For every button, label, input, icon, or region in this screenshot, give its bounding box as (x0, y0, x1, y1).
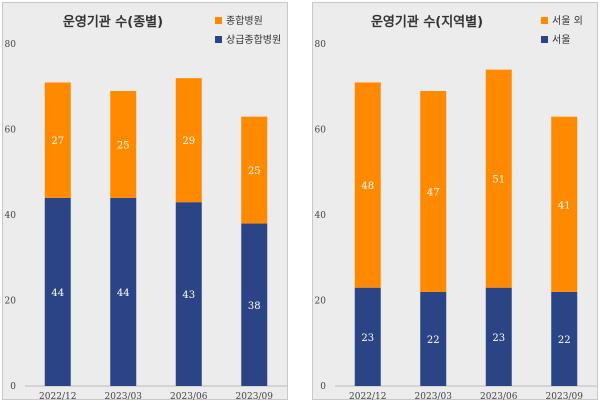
data-label: 25 (117, 140, 130, 151)
y-tick-label: 60 (315, 126, 327, 136)
data-label: 41 (558, 200, 571, 211)
data-label: 22 (427, 335, 440, 346)
x-tick-label: 2023/09 (546, 392, 584, 401)
data-label: 43 (182, 290, 195, 301)
chart-title: 운영기관 수(지역별) (371, 14, 483, 30)
data-label: 51 (492, 175, 505, 186)
x-tick-label: 2023/06 (480, 392, 518, 401)
y-tick-label: 80 (315, 40, 327, 50)
chart-panel-by-type: 운영기관 수(종별) 0 20 40 60 80 44 27 2022/12 44 25 2023/… (2, 2, 288, 401)
data-label: 22 (558, 335, 571, 346)
bar-segment (551, 291, 578, 386)
bar-segment (354, 287, 381, 386)
y-tick-label: 40 (5, 211, 17, 221)
chart-by-type: 운영기관 수(종별) 0 20 40 60 80 44 27 2022/12 44 25 2023/… (5, 14, 287, 401)
bar-segment (420, 91, 447, 292)
legend-swatch (541, 17, 548, 24)
legend-swatch (215, 36, 222, 43)
legend-label: 서울 (552, 34, 570, 46)
chart-title: 운영기관 수(종별) (63, 14, 163, 30)
chart-panel-by-region: 운영기관 수(지역별) 0 20 40 60 80 23 48 2022/12 22 47 2023… (312, 2, 598, 401)
legend-label: 서울 외 (552, 15, 583, 27)
bar-segment (551, 116, 578, 292)
y-tick-label: 0 (320, 382, 326, 392)
data-label: 47 (427, 187, 440, 198)
y-tick-label: 20 (5, 297, 17, 307)
y-tick-label: 60 (5, 126, 17, 136)
bar-segment (420, 291, 447, 386)
bar-segment (175, 78, 202, 203)
y-tick-label: 40 (315, 211, 327, 221)
x-tick-label: 2023/03 (105, 392, 143, 401)
x-tick-label: 2022/12 (349, 392, 386, 401)
bar-segment (44, 82, 71, 198)
x-tick-label: 2023/03 (415, 392, 453, 401)
bar-segment (241, 223, 268, 386)
bar-segment (110, 91, 137, 198)
bar-segment (110, 197, 137, 386)
x-tick-label: 2023/09 (236, 392, 274, 401)
bar-segment (485, 69, 512, 288)
bar-segment (241, 116, 268, 224)
data-label: 44 (51, 288, 64, 299)
data-label: 29 (182, 136, 195, 147)
y-tick-label: 80 (5, 40, 17, 50)
data-label: 25 (248, 166, 261, 177)
legend-swatch (541, 36, 548, 43)
chart-by-region: 운영기관 수(지역별) 0 20 40 60 80 23 48 2022/12 22 47 2023… (315, 14, 597, 401)
bar-segment (354, 82, 381, 288)
legend-swatch (215, 17, 222, 24)
bar-segment (175, 202, 202, 386)
data-label: 48 (361, 181, 374, 192)
x-tick-label: 2022/12 (39, 392, 76, 401)
legend-label: 종합병원 (226, 15, 263, 27)
x-tick-label: 2023/06 (170, 392, 208, 401)
y-tick-label: 20 (315, 297, 327, 307)
bar-segment (485, 287, 512, 386)
data-label: 27 (51, 136, 64, 147)
data-label: 38 (248, 301, 261, 312)
data-label: 23 (361, 333, 374, 344)
legend-label: 상급종합병원 (226, 34, 281, 46)
data-label: 44 (117, 288, 130, 299)
data-label: 23 (492, 333, 505, 344)
y-tick-label: 0 (10, 382, 16, 392)
bar-segment (44, 197, 71, 386)
